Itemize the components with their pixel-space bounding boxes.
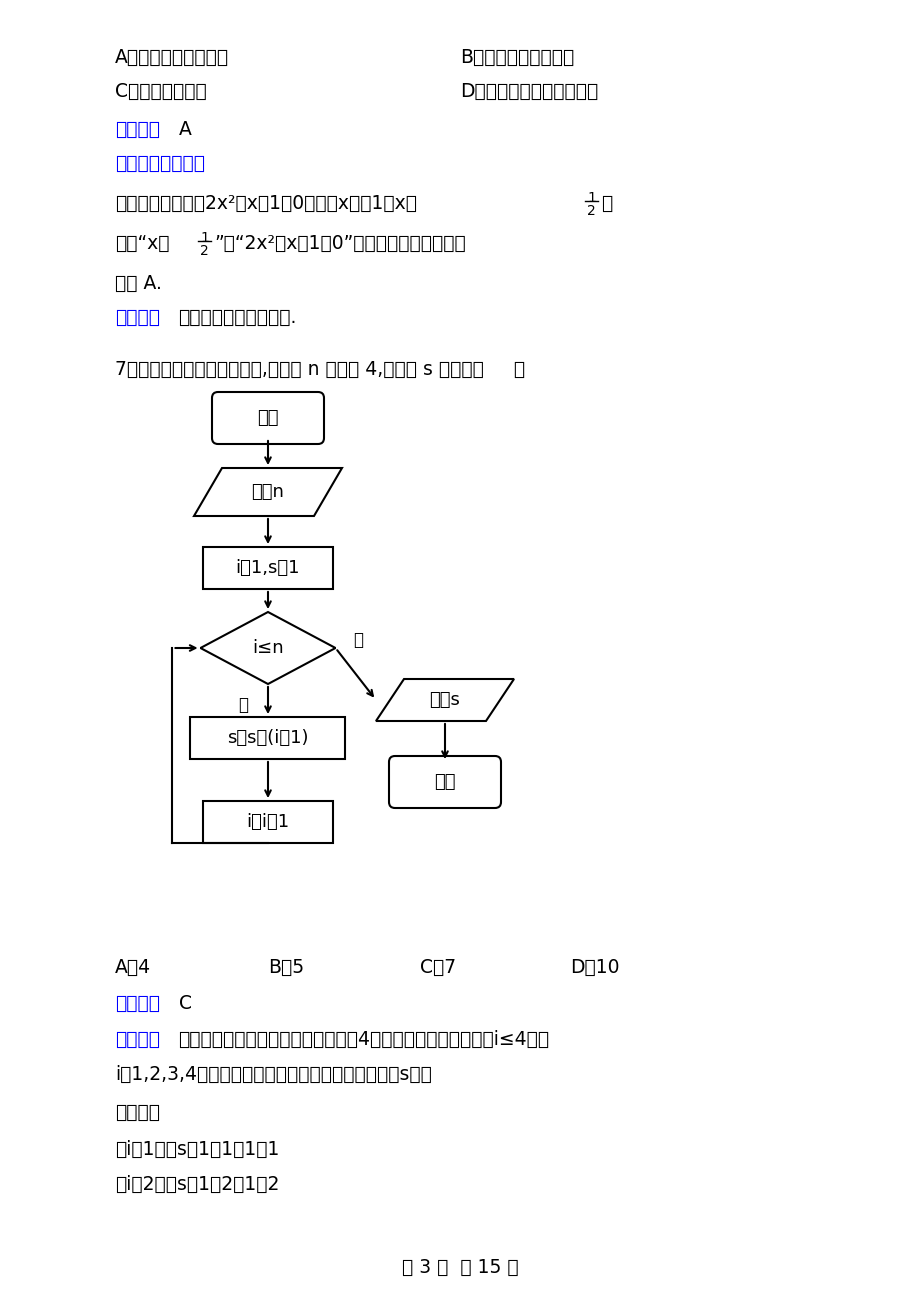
Bar: [190, 717, 346, 759]
Text: s＝s＋(i－1): s＝s＋(i－1): [227, 729, 309, 747]
Text: 所以“x＞: 所以“x＞: [115, 234, 169, 253]
Text: 充分不必要条件的判定.: 充分不必要条件的判定.: [177, 309, 296, 327]
FancyBboxPatch shape: [211, 392, 323, 444]
Text: 7．执行如图所示的程序框图,若输入 n 的値为 4,则输出 s 的値为（     ）: 7．执行如图所示的程序框图,若输入 n 的値为 4,则输出 s 的値为（ ）: [115, 359, 525, 379]
Polygon shape: [194, 467, 342, 516]
Text: 输入n: 输入n: [251, 483, 284, 501]
Polygon shape: [376, 680, 514, 721]
Polygon shape: [200, 612, 335, 684]
Text: B．必要而不充分条件: B．必要而不充分条件: [460, 48, 573, 66]
Text: 当i＝1时，s＝1＋1－1＝1: 当i＝1时，s＝1＋1－1＝1: [115, 1141, 279, 1159]
Text: 2: 2: [199, 243, 209, 258]
Text: D．既不充分也不必要条件: D．既不充分也不必要条件: [460, 82, 597, 102]
Text: A: A: [179, 120, 192, 139]
Text: 【详解】: 【详解】: [115, 1103, 160, 1122]
Text: 【解析】【详解】: 【解析】【详解】: [115, 154, 205, 173]
Bar: [203, 547, 333, 589]
Text: 输出s: 输出s: [429, 691, 460, 710]
Text: D．10: D．10: [570, 958, 618, 976]
Text: ，: ，: [600, 194, 611, 214]
Text: i≤n: i≤n: [252, 639, 283, 658]
Text: 【答案】: 【答案】: [115, 993, 160, 1013]
Text: C: C: [179, 993, 192, 1013]
Text: 【解析】: 【解析】: [115, 1030, 160, 1049]
Text: 故选 A.: 故选 A.: [115, 273, 162, 293]
Text: i＝i＋1: i＝i＋1: [246, 812, 289, 831]
Text: 由题意得，不等式2x²＋x－1＞0，解得x＜－1或x＞: 由题意得，不等式2x²＋x－1＞0，解得x＜－1或x＞: [115, 194, 416, 214]
Text: 【考点】: 【考点】: [115, 309, 160, 327]
Text: 当i＝2时，s＝1＋2－1＝2: 当i＝2时，s＝1＋2－1＝2: [115, 1174, 279, 1194]
Bar: [203, 801, 333, 842]
Text: A．充分而不必要条件: A．充分而不必要条件: [115, 48, 229, 66]
Text: 是: 是: [238, 697, 248, 713]
Text: 否: 否: [353, 631, 363, 648]
Text: 1: 1: [199, 230, 209, 245]
Text: 第 3 页  共 15 页: 第 3 页 共 15 页: [402, 1258, 517, 1277]
Text: C．7: C．7: [420, 958, 456, 976]
Text: 2: 2: [586, 204, 596, 217]
Text: 结束: 结束: [434, 773, 455, 792]
Text: 【答案】: 【答案】: [115, 120, 160, 139]
Text: i＝1,2,3,4，模拟程序的运行结果，即可得到输出的s値。: i＝1,2,3,4，模拟程序的运行结果，即可得到输出的s値。: [115, 1065, 431, 1085]
Text: B．5: B．5: [267, 958, 304, 976]
Text: 1: 1: [586, 191, 596, 204]
Text: ”是“2x²＋x－1＞0”的充分而不必要条件，: ”是“2x²＋x－1＞0”的充分而不必要条件，: [214, 234, 465, 253]
FancyBboxPatch shape: [389, 756, 501, 809]
Text: 由已知中的程序框图以及已知中输入4可得：进入循环的条件为i≤4，即: 由已知中的程序框图以及已知中输入4可得：进入循环的条件为i≤4，即: [177, 1030, 549, 1049]
Text: 开始: 开始: [257, 409, 278, 427]
Text: C．充分必要条件: C．充分必要条件: [115, 82, 207, 102]
Text: i＝1,s＝1: i＝1,s＝1: [235, 559, 300, 577]
Text: A．4: A．4: [115, 958, 151, 976]
